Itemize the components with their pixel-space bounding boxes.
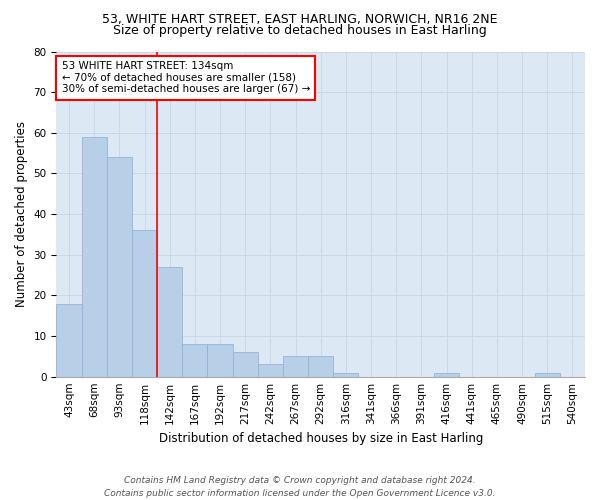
Text: 53 WHITE HART STREET: 134sqm
← 70% of detached houses are smaller (158)
30% of s: 53 WHITE HART STREET: 134sqm ← 70% of de… bbox=[62, 62, 310, 94]
Bar bbox=[258, 364, 283, 376]
Text: Size of property relative to detached houses in East Harling: Size of property relative to detached ho… bbox=[113, 24, 487, 37]
Bar bbox=[157, 267, 182, 376]
Bar bbox=[208, 344, 233, 376]
Bar bbox=[82, 137, 107, 376]
Bar bbox=[535, 372, 560, 376]
Bar bbox=[434, 372, 459, 376]
Bar bbox=[107, 157, 132, 376]
Bar bbox=[132, 230, 157, 376]
Bar bbox=[283, 356, 308, 376]
Bar bbox=[308, 356, 333, 376]
Bar bbox=[333, 372, 358, 376]
Bar bbox=[233, 352, 258, 376]
Text: 53, WHITE HART STREET, EAST HARLING, NORWICH, NR16 2NE: 53, WHITE HART STREET, EAST HARLING, NOR… bbox=[102, 12, 498, 26]
Bar bbox=[56, 304, 82, 376]
X-axis label: Distribution of detached houses by size in East Harling: Distribution of detached houses by size … bbox=[158, 432, 483, 445]
Bar bbox=[182, 344, 208, 376]
Text: Contains HM Land Registry data © Crown copyright and database right 2024.
Contai: Contains HM Land Registry data © Crown c… bbox=[104, 476, 496, 498]
Y-axis label: Number of detached properties: Number of detached properties bbox=[15, 121, 28, 307]
